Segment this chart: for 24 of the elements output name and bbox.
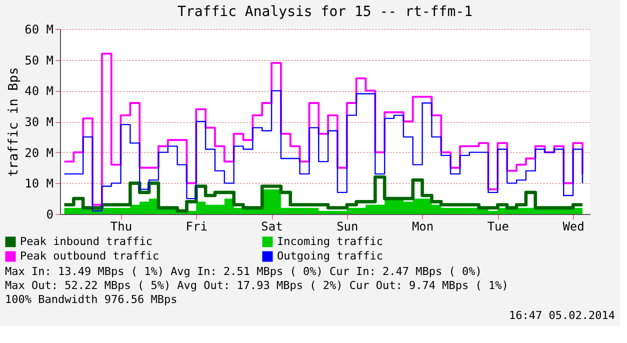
y-tick-label: 10 M: [24, 176, 54, 191]
x-tick-label: Sat: [261, 220, 283, 234]
y-tick-label: 60 M: [24, 22, 54, 36]
text: 16:47 05.02.2014: [509, 309, 616, 322]
legend-label: Outgoing traffic: [277, 250, 383, 262]
y-tick-label: 50 M: [24, 53, 54, 68]
x-tick-label: Fri: [186, 220, 208, 234]
chart-title: Traffic Analysis for 15 -- rt-ffm-1: [177, 4, 473, 20]
text: 100% Bandwidth 976.56 MBps: [5, 293, 178, 306]
y-tick-label: 0: [46, 208, 54, 222]
x-tick-label: Mon: [412, 220, 434, 234]
text: Max Out: 52.22 MBps ( 5%) Avg Out: 17.93 MBps ( 2%) Cur Out: 9.74 MBps ( 1%): [5, 279, 508, 292]
x-tick-label: Wed: [562, 220, 584, 234]
y-tick-label: 20 M: [24, 146, 54, 160]
x-tick-label: Thu: [110, 220, 132, 234]
y-tick-label: 30 M: [24, 115, 54, 129]
y-tick-label: 40 M: [24, 84, 54, 98]
x-tick-label: Tue: [487, 220, 510, 234]
legend-label: Peak inbound traffic: [20, 234, 152, 248]
x-tick-label: Sun: [336, 220, 358, 234]
y-axis-title: traffic in Bps: [6, 67, 22, 177]
text: Max In: 13.49 MBps ( 1%) Avg In: 2.51 MBps ( 0%) Cur In: 2.47 MBps ( 0%): [5, 265, 482, 278]
legend-label: Incoming traffic: [277, 234, 383, 248]
legend-label: Peak outbound traffic: [20, 250, 160, 262]
